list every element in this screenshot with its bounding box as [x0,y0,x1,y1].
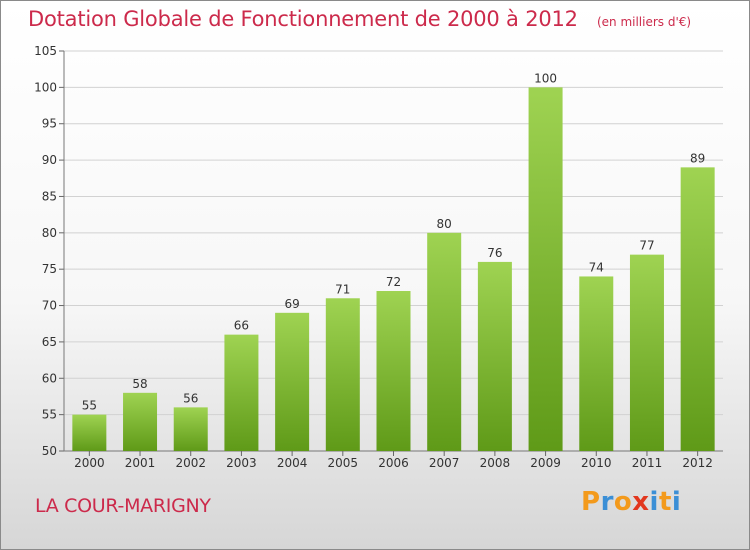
proxiti-logo: Proxiti [581,487,682,517]
data-label: 80 [437,217,452,231]
bar [528,87,563,451]
x-tick-label: 2006 [378,456,409,470]
bar [173,407,208,451]
data-label: 74 [589,260,604,274]
y-tick-label: 100 [34,80,57,94]
x-tick-label: 2008 [480,456,511,470]
data-label: 77 [639,239,654,253]
y-tick-label: 55 [42,408,57,422]
x-tick-label: 2012 [682,456,713,470]
y-tick-label: 50 [42,444,57,458]
bar [427,232,462,451]
title-row: Dotation Globale de Fonctionnement de 20… [28,7,691,31]
bar [123,392,158,451]
data-label: 69 [284,297,299,311]
data-label: 89 [690,151,705,165]
y-tick-label: 85 [42,189,57,203]
data-label: 58 [132,377,147,391]
y-tick-label: 65 [42,335,57,349]
bar [376,291,411,451]
y-tick-label: 75 [42,262,57,276]
y-tick-label: 95 [42,117,57,131]
chart-title: Dotation Globale de Fonctionnement de 20… [28,7,578,31]
bar [629,254,664,451]
x-tick-label: 2002 [175,456,206,470]
x-tick-label: 2010 [581,456,612,470]
y-tick-label: 70 [42,299,57,313]
bar [477,261,512,451]
data-label: 56 [183,391,198,405]
x-tick-label: 2009 [530,456,561,470]
x-tick-label: 2011 [632,456,663,470]
data-label: 76 [487,246,502,260]
x-tick-label: 2005 [328,456,359,470]
bar [224,334,259,451]
bar [275,312,310,451]
y-tick-label: 105 [34,44,57,58]
data-label: 66 [234,319,249,333]
bar [680,167,715,451]
y-tick-label: 80 [42,226,57,240]
x-tick-label: 2001 [125,456,156,470]
bar [72,414,107,451]
x-tick-label: 2003 [226,456,257,470]
bar [325,298,360,451]
y-tick-label: 60 [42,371,57,385]
commune-name: LA COUR-MARIGNY [35,495,211,517]
chart-unit: (en milliers d'€) [596,15,692,29]
data-label: 100 [534,71,557,85]
data-label: 71 [335,282,350,296]
data-label: 72 [386,275,401,289]
bar [579,276,614,451]
x-tick-label: 2000 [74,456,105,470]
x-tick-label: 2007 [429,456,460,470]
y-tick-label: 90 [42,153,57,167]
x-tick-label: 2004 [277,456,308,470]
data-label: 55 [82,399,97,413]
